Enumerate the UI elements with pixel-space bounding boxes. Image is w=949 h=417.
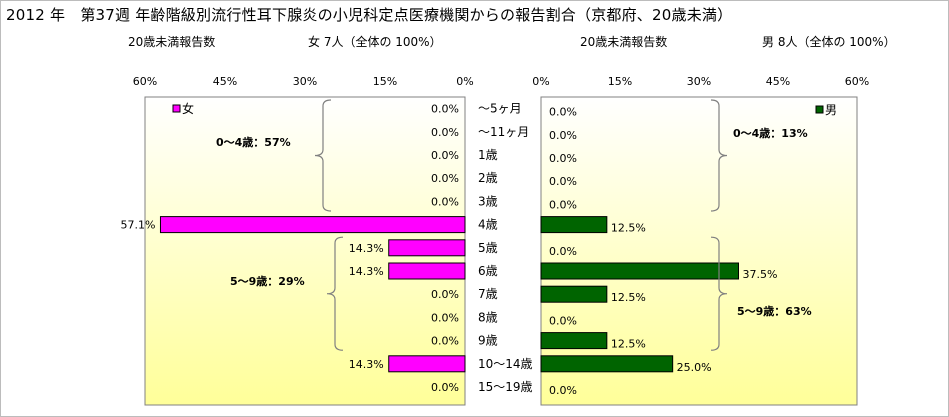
female-bracket-5-9 (326, 236, 344, 351)
female-axis-tick-label: 15% (373, 75, 397, 88)
male-data-label: 12.5% (611, 291, 646, 304)
male-bar (540, 285, 608, 303)
female-bar (388, 355, 466, 373)
male-data-label: 0.0% (549, 198, 577, 211)
female-data-label: 0.0% (431, 126, 459, 139)
female-data-label: 14.3% (349, 265, 384, 278)
male-data-label: 0.0% (549, 384, 577, 397)
female-legend-swatch (172, 104, 181, 113)
female-data-label: 0.0% (431, 103, 459, 116)
male-bar (540, 355, 674, 373)
age-category-label: 2歳 (478, 171, 498, 185)
male-data-label: 12.5% (611, 222, 646, 235)
male-axis-tick-label: 60% (845, 75, 869, 88)
female-axis-tick-label: 60% (133, 75, 157, 88)
male-data-label: 0.0% (549, 129, 577, 142)
male-annotation-5-9: 5～9歳：63% (737, 304, 812, 318)
male-data-label: 0.0% (549, 106, 577, 119)
male-header-label: 20歳未満報告数 (580, 35, 668, 49)
female-header-count: 女 7人（全体の 100%） (308, 35, 442, 49)
male-bracket-5-9 (710, 236, 728, 351)
female-bar (388, 262, 466, 280)
female-header-label: 20歳未満報告数 (128, 35, 216, 49)
female-annotation-5-9: 5～9歳：29% (230, 274, 305, 288)
age-category-label: 4歳 (478, 218, 498, 232)
female-legend-label: 女 (182, 101, 194, 116)
age-category-label: 9歳 (478, 334, 498, 348)
male-axis-tick-label: 30% (687, 75, 711, 88)
age-category-label: 8歳 (478, 310, 498, 324)
age-category-label: 10～14歳 (478, 357, 533, 371)
age-category-label: 1歳 (478, 148, 498, 162)
male-legend-swatch (815, 105, 824, 114)
male-annotation-0-4: 0～4歳：13% (733, 126, 808, 140)
male-bar (540, 216, 608, 234)
male-data-label: 0.0% (549, 152, 577, 165)
male-legend-label: 男 (825, 103, 837, 117)
age-category-label: 7歳 (478, 287, 498, 301)
male-axis-tick-label: 45% (766, 75, 790, 88)
female-data-label: 0.0% (431, 149, 459, 162)
male-data-label: 25.0% (677, 361, 712, 374)
female-data-label: 0.0% (431, 311, 459, 324)
female-data-label: 0.0% (431, 335, 459, 348)
age-category-label: ～11ヶ月 (478, 125, 529, 139)
age-category-label: ～5ヶ月 (478, 102, 522, 116)
female-axis-tick-label: 45% (213, 75, 237, 88)
male-data-label: 0.0% (549, 175, 577, 188)
female-bar (159, 216, 466, 234)
female-data-label: 14.3% (349, 242, 384, 255)
female-axis-tick-label: 30% (293, 75, 317, 88)
male-data-label: 0.0% (549, 245, 577, 258)
female-annotation-0-4: 0～4歳：57% (216, 135, 291, 149)
female-data-label: 0.0% (431, 172, 459, 185)
male-plot-area (540, 96, 858, 406)
age-category-label: 6歳 (478, 264, 498, 278)
male-data-label: 12.5% (611, 338, 646, 351)
male-axis-tick-label: 0% (532, 75, 549, 88)
female-bracket-0-4 (314, 99, 332, 212)
female-data-label: 0.0% (431, 288, 459, 301)
female-data-label: 14.3% (349, 358, 384, 371)
female-axis-tick-label: 0% (456, 75, 473, 88)
female-bar (388, 239, 466, 257)
age-category-label: 3歳 (478, 194, 498, 208)
male-data-label: 37.5% (743, 268, 778, 281)
male-axis-tick-label: 15% (608, 75, 632, 88)
male-header-count: 男 8人（全体の 100%） (762, 35, 896, 49)
female-data-label: 57.1% (121, 219, 156, 232)
age-category-label: 15～19歳 (478, 380, 533, 394)
female-data-label: 0.0% (431, 381, 459, 394)
female-data-label: 0.0% (431, 195, 459, 208)
chart-title: 2012 年 第37週 年齢階級別流行性耳下腺炎の小児科定点医療機関からの報告割… (6, 6, 733, 24)
age-category-label: 5歳 (478, 241, 498, 255)
male-bar (540, 332, 608, 350)
male-bracket-0-4 (710, 99, 728, 212)
male-data-label: 0.0% (549, 314, 577, 327)
male-bar (540, 262, 739, 280)
